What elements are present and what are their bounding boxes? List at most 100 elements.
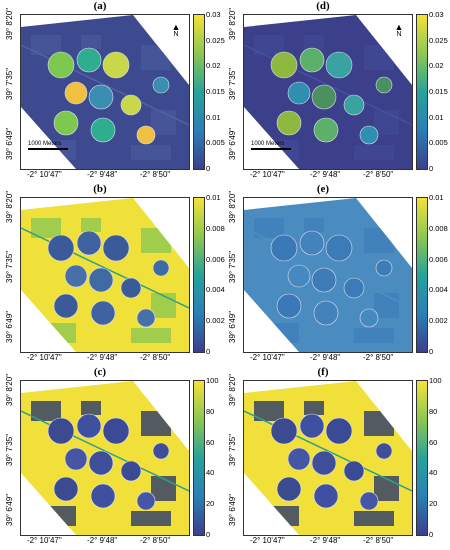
x-axis-label: -2° 8'50"	[363, 170, 394, 179]
colorbar-tick-label: 0.01	[206, 193, 221, 202]
panel-f: (f) 39° 8'20" 39° 7'35" 39° 6'49" -2° 10'47"…	[228, 366, 450, 549]
panel-title: (b)	[93, 183, 107, 195]
x-axis-label: -2° 10'47"	[27, 536, 62, 545]
colorbar-tick-label: 0.025	[206, 35, 225, 45]
panel-c: (c) 39° 8'20" 39° 7'35" 39° 6'49" -2° 10'47"…	[5, 366, 227, 549]
colorbar-tick-label: 0.03	[429, 10, 444, 19]
colorbar-tick-label: 40	[206, 468, 215, 478]
panel-a: (a) ▲ N 1000 Meters 39° 8'20" 39° 7'35" 39° 6'…	[5, 0, 227, 183]
x-axis-label: -2° 9'48"	[310, 353, 341, 362]
colorbar-tick-label: 0.004	[429, 285, 448, 295]
panel-title: (d)	[316, 0, 330, 12]
colorbar-tick-label: 80	[429, 406, 438, 416]
map-image	[243, 197, 413, 353]
x-axis-label: -2° 10'47"	[27, 170, 62, 179]
colorbar	[193, 380, 205, 536]
colorbar-tick-label: 0	[429, 530, 434, 539]
north-arrow-icon: ▲ N	[171, 22, 181, 39]
colorbar-tick-label: 40	[429, 468, 438, 478]
x-axis-label: -2° 8'50"	[363, 536, 394, 545]
colorbar	[193, 197, 205, 353]
colorbar-tick-label: 0.004	[206, 285, 225, 295]
panel-e: (e) 39° 8'20" 39° 7'35" 39° 6'49" -2° 10'47"…	[228, 183, 450, 366]
x-axis-label: -2° 10'47"	[250, 170, 285, 179]
y-axis-label: 39° 8'20"	[5, 373, 14, 406]
x-axis-label: -2° 9'48"	[87, 353, 118, 362]
y-axis-label: 39° 7'35"	[228, 433, 237, 466]
colorbar-tick-label: 0.01	[429, 193, 444, 202]
colorbar-tick-label: 0	[429, 164, 434, 173]
y-axis-label: 39° 8'20"	[228, 373, 237, 406]
x-axis-label: -2° 8'50"	[140, 170, 171, 179]
scale-bar-label: 1000 Meters	[251, 141, 285, 147]
colorbar	[193, 14, 205, 170]
colorbar-tick-label: 0.01	[429, 112, 444, 122]
scale-bar: 1000 Meters	[28, 141, 68, 150]
y-axis-label: 39° 7'35"	[5, 67, 14, 100]
panel-title: (a)	[93, 0, 107, 12]
panel-title: (c)	[93, 366, 107, 378]
scale-bar: 1000 Meters	[251, 141, 291, 150]
colorbar	[416, 380, 428, 536]
colorbar-tick-label: 20	[429, 499, 438, 509]
colorbar-tick-label: 0.015	[206, 87, 225, 96]
colorbar-tick-label: 0.02	[429, 61, 444, 71]
colorbar-tick-label: 0.03	[206, 10, 221, 19]
colorbar-tick-label: 0	[206, 347, 211, 356]
x-axis-label: -2° 9'48"	[310, 170, 341, 179]
colorbar-tick-label: 100	[206, 376, 219, 385]
colorbar-tick-label: 0.005	[206, 138, 225, 148]
colorbar-tick-label: 60	[429, 437, 438, 447]
panel-title: (f)	[317, 366, 329, 378]
map-image	[20, 197, 190, 353]
colorbar-tick-label: 0.02	[206, 61, 221, 71]
colorbar	[416, 197, 428, 353]
x-axis-label: -2° 8'50"	[140, 353, 171, 362]
y-axis-label: 39° 6'49"	[5, 310, 14, 343]
y-axis-label: 39° 7'35"	[5, 433, 14, 466]
colorbar-tick-label: 0.002	[429, 316, 448, 326]
scale-bar-label: 1000 Meters	[28, 141, 62, 147]
x-axis-label: -2° 8'50"	[140, 536, 171, 545]
y-axis-label: 39° 7'35"	[228, 67, 237, 100]
panel-b: (b) 39° 8'20" 39° 7'35" 39° 6'49" -2° 10'47"…	[5, 183, 227, 366]
y-axis-label: 39° 6'49"	[228, 493, 237, 526]
colorbar-tick-label: 0.008	[429, 223, 448, 233]
colorbar-tick-label: 60	[206, 437, 215, 447]
map-image	[20, 380, 190, 536]
y-axis-label: 39° 6'49"	[5, 127, 14, 160]
y-axis-label: 39° 6'49"	[228, 310, 237, 343]
y-axis-label: 39° 8'20"	[228, 190, 237, 223]
colorbar-tick-label: 20	[206, 499, 215, 509]
map-image	[243, 14, 413, 170]
x-axis-label: -2° 9'48"	[87, 536, 118, 545]
colorbar-tick-label: 0.015	[429, 87, 448, 96]
colorbar-tick-label: 0.002	[206, 316, 225, 326]
colorbar-tick-label: 0.025	[429, 35, 448, 45]
y-axis-label: 39° 8'20"	[228, 7, 237, 40]
y-axis-label: 39° 7'35"	[5, 250, 14, 283]
x-axis-label: -2° 8'50"	[363, 353, 394, 362]
colorbar-tick-label: 0.008	[206, 223, 225, 233]
y-axis-label: 39° 8'20"	[5, 190, 14, 223]
y-axis-label: 39° 8'20"	[5, 7, 14, 40]
north-arrow-icon: ▲ N	[394, 22, 404, 39]
x-axis-label: -2° 10'47"	[250, 536, 285, 545]
panel-d: (d) ▲ N 1000 Meters 39° 8'20" 39° 7'35" 39° 6'…	[228, 0, 450, 183]
y-axis-label: 39° 6'49"	[5, 493, 14, 526]
map-image	[20, 14, 190, 170]
colorbar-tick-label: 0.005	[429, 138, 448, 148]
colorbar-tick-label: 0.006	[429, 254, 448, 264]
colorbar-tick-label: 0.01	[206, 112, 221, 122]
colorbar-tick-label: 0	[429, 347, 434, 356]
panel-title: (e)	[316, 183, 330, 195]
x-axis-label: -2° 9'48"	[87, 170, 118, 179]
colorbar-tick-label: 0.006	[206, 254, 225, 264]
colorbar-tick-label: 0	[206, 164, 211, 173]
y-axis-label: 39° 6'49"	[228, 127, 237, 160]
y-axis-label: 39° 7'35"	[228, 250, 237, 283]
colorbar-tick-label: 0	[206, 530, 211, 539]
colorbar-tick-label: 100	[429, 376, 442, 385]
colorbar-tick-label: 80	[206, 406, 215, 416]
x-axis-label: -2° 10'47"	[27, 353, 62, 362]
